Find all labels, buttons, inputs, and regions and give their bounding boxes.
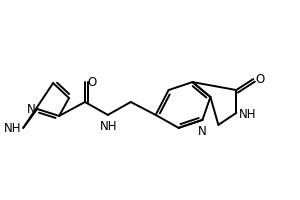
Text: O: O [87, 76, 96, 89]
Text: NH: NH [100, 120, 118, 133]
Text: NH: NH [239, 108, 257, 121]
Text: N: N [198, 125, 207, 138]
Text: N: N [26, 103, 35, 116]
Text: NH: NH [4, 122, 21, 135]
Text: O: O [255, 73, 265, 86]
